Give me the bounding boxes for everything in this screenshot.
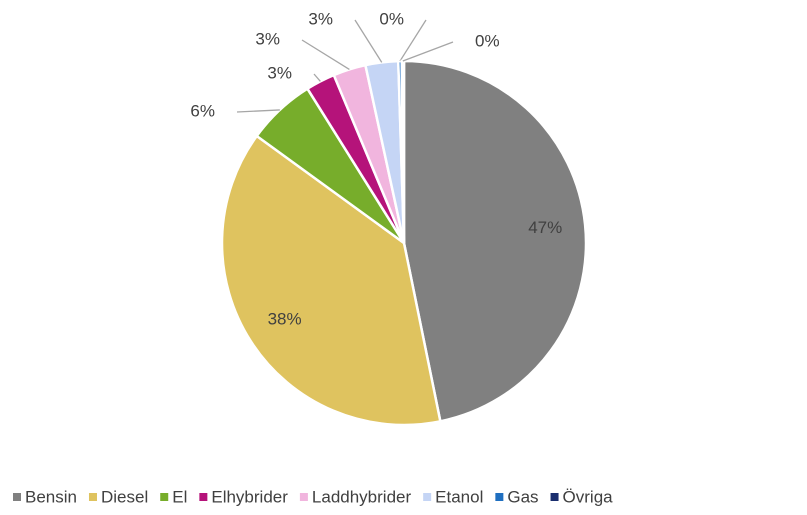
data-label: 3% (255, 29, 280, 48)
data-label: 0% (379, 9, 404, 28)
data-label: 0% (475, 31, 500, 50)
data-label: 3% (267, 63, 292, 82)
data-label: 6% (190, 101, 215, 120)
leader-line (354, 19, 383, 63)
data-label: 3% (308, 9, 333, 28)
data-label: 47% (528, 218, 562, 237)
legend-label: Laddhybrider (312, 487, 412, 506)
legend-swatch (299, 493, 308, 501)
legend-label: Elhybrider (211, 487, 288, 506)
leader-line (313, 73, 321, 82)
legend-label: Etanol (435, 487, 483, 506)
legend-label: Gas (507, 487, 538, 506)
pie-slice (220, 134, 442, 427)
leader-line (236, 109, 280, 113)
legend-swatch (495, 493, 504, 501)
legend-label: Diesel (101, 487, 148, 506)
legend-label: Bensin (25, 487, 77, 506)
legend-swatch (550, 493, 559, 501)
pie-slice (402, 59, 588, 423)
leader-line (301, 39, 350, 70)
legend-swatch (423, 493, 432, 501)
legend-swatch (199, 493, 208, 501)
legend-swatch (160, 493, 169, 501)
legend-swatch (88, 493, 97, 501)
legend-swatch (13, 493, 21, 501)
legend-label: Övriga (563, 487, 614, 506)
data-label: 38% (268, 309, 302, 328)
leader-line (402, 41, 454, 62)
legend-label: El (172, 487, 187, 506)
leader-line (399, 19, 427, 62)
